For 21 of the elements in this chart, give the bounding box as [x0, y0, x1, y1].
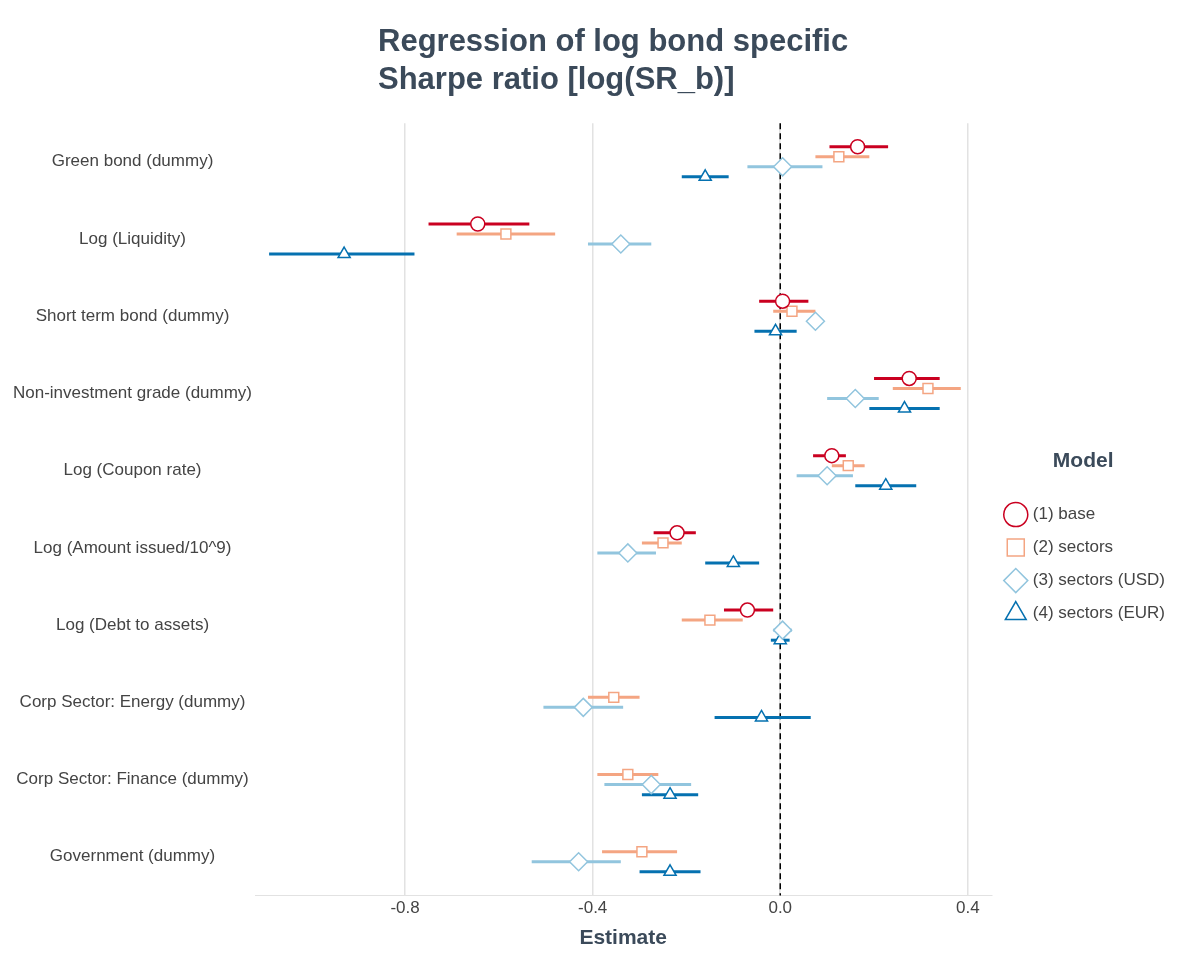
- y-tick-label: Log (Liquidity): [79, 228, 186, 248]
- chart-title: Regression of log bond specific Sharpe ratio [log(SR_b)]: [378, 22, 850, 98]
- legend-title: Model: [1052, 448, 1114, 472]
- legend-label: (3) sectors (USD): [1032, 570, 1165, 590]
- y-tick-label: Non-investment grade (dummy): [13, 383, 253, 403]
- x-tick-label: -0.8: [390, 898, 420, 918]
- y-tick-label: Log (Coupon rate): [63, 460, 202, 480]
- y-tick-label: Log (Debt to assets): [55, 614, 210, 634]
- x-tick-label: 0.0: [768, 898, 793, 918]
- x-tick-label: -0.4: [578, 898, 608, 918]
- x-axis-title: Estimate: [579, 925, 667, 949]
- x-tick-label: 0.4: [956, 898, 980, 918]
- y-tick-label: Corp Sector: Finance (dummy): [16, 769, 249, 789]
- y-tick-label: Log (Amount issued/10^9): [33, 537, 232, 557]
- legend-label: (1) base: [1032, 504, 1096, 524]
- y-tick-label: Corp Sector: Energy (dummy): [19, 692, 246, 712]
- y-tick-label: Short term bond (dummy): [35, 305, 230, 325]
- y-tick-label: Government (dummy): [49, 846, 216, 866]
- legend-label: (2) sectors: [1032, 537, 1114, 557]
- legend-label: (4) sectors (EUR): [1032, 603, 1165, 623]
- y-tick-label: Green bond (dummy): [51, 151, 214, 171]
